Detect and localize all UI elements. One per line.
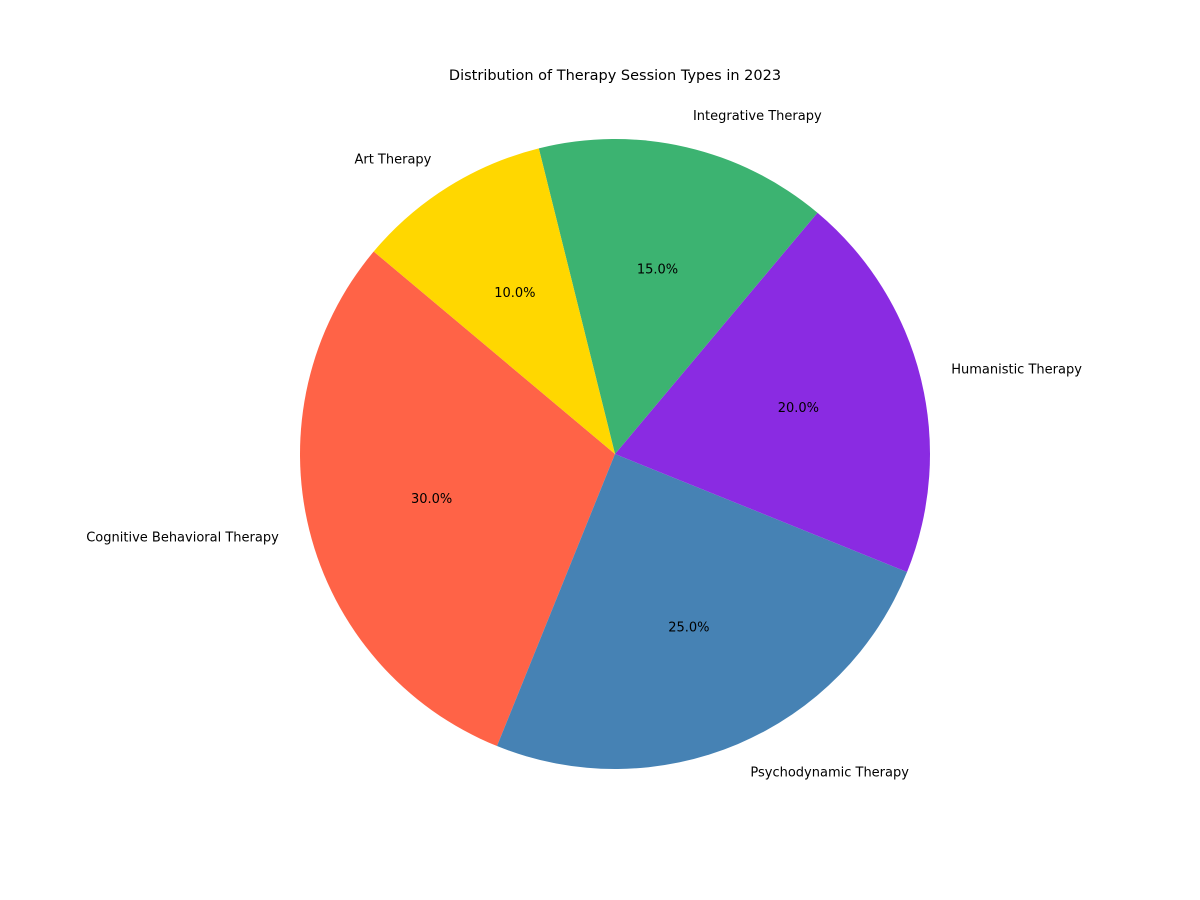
slice-percentage-label: 20.0% [778, 401, 819, 416]
pie-slice-cognitive-behavioral-therapy [300, 251, 615, 747]
slice-label: Humanistic Therapy [951, 363, 1082, 378]
slices-group [300, 139, 930, 769]
pie-slice-psychodynamic-therapy [497, 454, 908, 769]
pie-slice-art-therapy [373, 148, 615, 455]
slice-percentage-label: 10.0% [494, 286, 535, 301]
slice-label: Art Therapy [354, 153, 431, 168]
pie-slice-humanistic-therapy [615, 212, 930, 572]
slice-label: Cognitive Behavioral Therapy [86, 530, 279, 545]
labels-group: Cognitive Behavioral Therapy 30.0% Psychod… [86, 109, 1082, 781]
chart-title: Distribution of Therapy Session Types in… [449, 68, 781, 84]
slice-label: Psychodynamic Therapy [750, 765, 909, 780]
slice-label: Integrative Therapy [693, 109, 822, 124]
slice-percentage-label: 25.0% [668, 620, 709, 635]
pie-slice-integrative-therapy [538, 139, 818, 454]
slice-percentage-label: 30.0% [411, 492, 452, 507]
slice-percentage-label: 15.0% [637, 262, 678, 277]
